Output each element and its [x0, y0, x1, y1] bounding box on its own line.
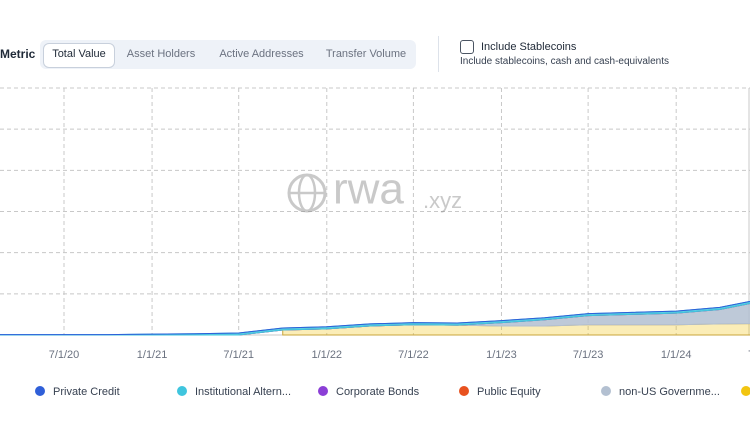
legend-swatch — [741, 386, 750, 396]
x-tick-label: 1/1/22 — [311, 349, 342, 361]
checkbox-hint: Include stablecoins, cash and cash-equiv… — [460, 56, 670, 67]
x-tick-label: 7/1/22 — [398, 349, 429, 361]
tab[interactable]: Total Value — [43, 43, 115, 68]
x-tick-label: 1/1/21 — [137, 349, 168, 361]
legend-swatch — [177, 386, 187, 396]
legend-label: non-US Governme... — [619, 386, 720, 398]
x-tick-label: 1/1/23 — [486, 349, 517, 361]
legend: Private Credit Institutional Altern... Cor… — [35, 386, 750, 398]
areas — [0, 300, 750, 336]
legend-label: Public Equity — [477, 386, 541, 398]
legend-label: Private Credit — [53, 386, 120, 398]
tab[interactable]: Asset Holders — [126, 48, 196, 60]
watermark-domain: .xyz — [423, 188, 462, 213]
tab[interactable]: Active Addresses — [219, 48, 304, 60]
legend-label: Institutional Altern... — [195, 386, 291, 398]
x-tick-label: 7/1/23 — [573, 349, 604, 361]
legend-swatch — [318, 386, 328, 396]
x-tick-label: 7/1/24 — [748, 349, 750, 361]
metric-tabs: Total Value Asset Holders Active Address… — [40, 40, 416, 69]
separator — [438, 36, 439, 72]
legend-swatch — [459, 386, 469, 396]
legend-swatch — [35, 386, 45, 396]
x-tick-label: 1/1/24 — [661, 349, 692, 361]
watermark: rwa .xyz — [287, 165, 462, 214]
checkbox[interactable] — [460, 40, 474, 54]
x-tick-label: 7/1/21 — [223, 349, 254, 361]
checkbox-label[interactable]: Include Stablecoins — [481, 41, 577, 53]
tab[interactable]: Transfer Volume — [325, 48, 407, 60]
area — [0, 300, 750, 336]
metric-label: Metric — [0, 47, 36, 61]
legend-swatch — [601, 386, 611, 396]
legend-label: Corporate Bonds — [336, 386, 420, 398]
watermark-name: rwa — [333, 165, 404, 214]
x-axis: 7/1/20 1/1/21 7/1/21 1/1/22 7/1/22 1/1/23 7/1/… — [49, 349, 750, 361]
x-tick-label: 7/1/20 — [49, 349, 80, 361]
